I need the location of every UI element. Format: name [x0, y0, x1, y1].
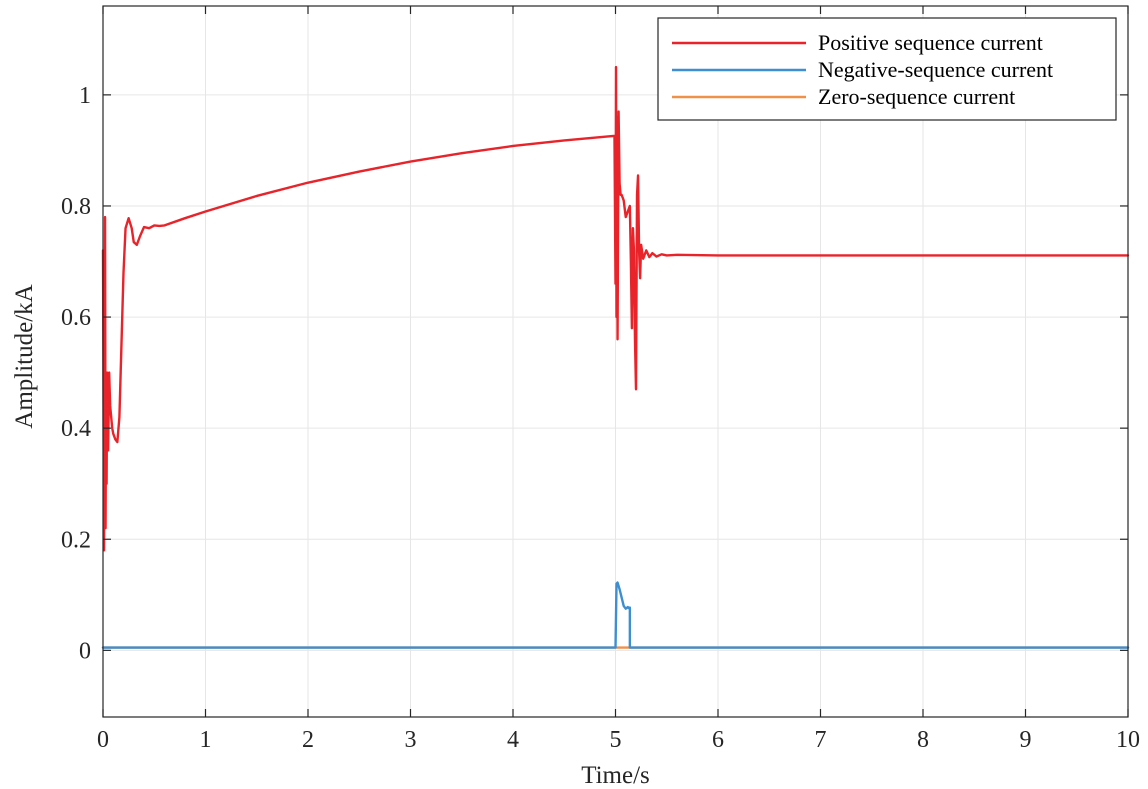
- legend: Positive sequence currentNegative-sequen…: [657, 17, 1117, 121]
- x-tick-label: 8: [917, 727, 929, 753]
- x-tick-label: 1: [200, 727, 212, 753]
- x-tick-label: 6: [712, 727, 724, 753]
- legend-label: Zero-sequence current: [818, 84, 1015, 109]
- x-tick-label: 9: [1020, 727, 1032, 753]
- y-tick-label: 0.8: [61, 194, 91, 220]
- x-tick-label: 4: [507, 727, 519, 753]
- legend-label: Positive sequence current: [818, 30, 1043, 55]
- series-line-positive-sequence-current: [101, 65, 1130, 552]
- y-tick-label: 0: [79, 638, 91, 664]
- x-tick-label: 7: [815, 727, 827, 753]
- y-tick-label: 0.4: [61, 416, 91, 442]
- x-axis-title: Time/s: [581, 762, 650, 789]
- ticks: 0 1 2 3 4 5 6 7 8 9 10 0 0.2 0.4 0.6 0.8 1: [61, 6, 1140, 753]
- x-tick-label: 2: [302, 727, 314, 753]
- y-tick-label: 1: [79, 83, 91, 109]
- y-tick-label: 0.2: [61, 527, 91, 553]
- legend-label: Negative-sequence current: [818, 57, 1053, 82]
- y-axis-title: Amplitude/kA: [11, 284, 38, 428]
- x-tick-label: 5: [610, 727, 622, 753]
- y-tick-label: 0.6: [61, 305, 91, 331]
- x-tick-label: 10: [1116, 727, 1140, 753]
- series-line-negative-sequence-current: [101, 581, 1130, 649]
- x-tick-label: 3: [405, 727, 417, 753]
- series-layer: [101, 65, 1130, 649]
- x-tick-label: 0: [97, 727, 109, 753]
